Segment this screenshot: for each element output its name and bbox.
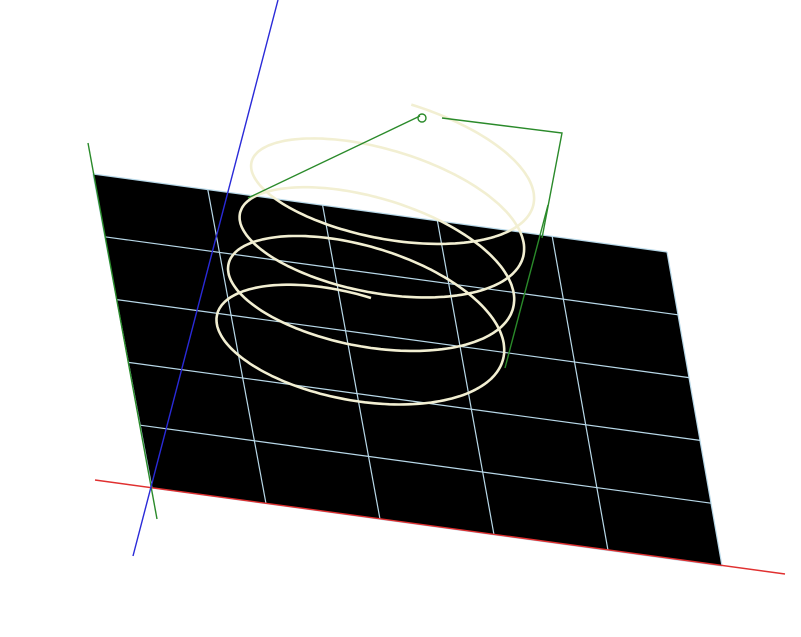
frame-outline-right: [441, 117, 563, 239]
grid-line-horizontal: [128, 361, 701, 441]
frame-origin-marker[interactable]: [417, 113, 427, 123]
grid-line-horizontal: [104, 236, 679, 316]
frame-outline: [247, 115, 421, 199]
grid-line-vertical: [551, 236, 609, 551]
local-frame: [247, 113, 563, 369]
x-axis: [94, 479, 786, 575]
grid-plane: [93, 174, 722, 566]
frame-vertical: [504, 204, 549, 369]
grid-line-horizontal: [140, 424, 712, 504]
grid-plane-edge: [666, 251, 723, 567]
y-axis: [87, 142, 158, 520]
grid-plane-edge: [92, 173, 668, 253]
grid-line-horizontal: [116, 299, 690, 379]
grid-line-vertical: [207, 189, 267, 504]
grid-line-vertical: [322, 205, 381, 520]
grid-line-vertical: [436, 220, 495, 535]
z-axis: [132, 0, 279, 557]
